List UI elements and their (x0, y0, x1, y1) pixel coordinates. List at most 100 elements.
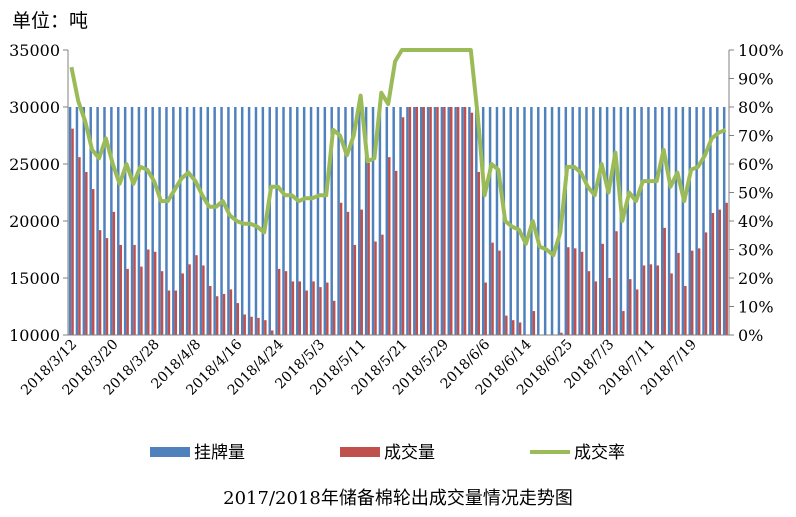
volume-bar (78, 157, 81, 335)
listing-bar (337, 107, 340, 335)
listing-bar (612, 107, 616, 335)
volume-bar (71, 128, 74, 335)
volume-bar (663, 227, 666, 335)
volume-bar (429, 107, 432, 335)
right-y-tick-label: 100% (738, 41, 784, 60)
listing-bar (103, 107, 106, 335)
volume-bar (153, 251, 157, 335)
listing-bar (578, 107, 581, 335)
listing-bar (296, 107, 299, 335)
listing-bar (654, 107, 657, 335)
listing-bar (275, 107, 278, 335)
volume-bar (470, 112, 474, 335)
listing-bar (426, 107, 430, 335)
volume-bar (339, 202, 343, 335)
volume-bar (174, 290, 178, 335)
volume-bar (622, 311, 625, 335)
listing-bar (523, 107, 526, 335)
volume-bar (119, 244, 122, 335)
listing-bar (378, 107, 382, 335)
volume-bar (718, 209, 722, 335)
volume-bar (160, 271, 164, 335)
volume-bar (133, 244, 136, 335)
right-y-tick-label: 30% (738, 241, 774, 260)
listing-bar (626, 107, 630, 335)
volume-bar (711, 213, 715, 335)
volume-bar (436, 107, 439, 335)
volume-bar (298, 281, 302, 335)
volume-bar (677, 252, 680, 335)
listing-bar (151, 107, 154, 335)
listing-bar (385, 107, 389, 335)
volume-bar (388, 157, 391, 335)
volume-bar (270, 330, 274, 335)
listing-bar (316, 107, 320, 335)
volume-bar (656, 265, 660, 335)
left-y-tick-label: 25000 (9, 155, 60, 174)
volume-bar (560, 332, 563, 335)
unit-label: 单位：吨 (12, 10, 89, 32)
volume-bar (670, 273, 673, 335)
volume-bar (642, 265, 646, 335)
listing-bar (406, 107, 409, 335)
volume-bar (202, 265, 205, 335)
listing-bar (89, 107, 92, 335)
right-y-tick-label: 40% (738, 212, 774, 231)
listing-bar (371, 107, 375, 335)
listing-bar (585, 107, 588, 335)
volume-bar (326, 282, 329, 335)
listing-bar (364, 107, 368, 335)
volume-bar (649, 264, 653, 335)
volume-bar (484, 282, 487, 335)
volume-bar (704, 232, 708, 335)
volume-bar (532, 311, 536, 335)
listing-bar (681, 107, 685, 335)
volume-bar (250, 316, 253, 335)
listing-bar (640, 107, 643, 335)
listing-bar (185, 107, 189, 335)
listing-bar (240, 107, 244, 335)
volume-bar (222, 293, 226, 335)
legend-listing-label: 挂牌量 (194, 443, 245, 463)
listing-bar (123, 107, 127, 335)
listing-bar (599, 107, 602, 335)
listing-bar (605, 107, 609, 335)
volume-bar (381, 234, 384, 335)
right-y-tick-label: 80% (738, 98, 774, 117)
volume-bar (518, 322, 522, 335)
volume-bar (319, 287, 322, 335)
volume-bar (422, 107, 425, 335)
listing-bar (695, 107, 698, 335)
left-y-tick-label: 20000 (9, 212, 60, 231)
listing-bar (137, 107, 141, 335)
volume-bar (85, 171, 88, 335)
volume-bar (181, 273, 184, 335)
legend-listing-swatch (150, 447, 190, 457)
listing-bar (461, 107, 464, 335)
volume-bar (629, 279, 632, 335)
volume-bar (284, 271, 288, 335)
listing-bar (667, 107, 671, 335)
listing-bar (254, 107, 258, 335)
volume-bar (505, 315, 508, 335)
listing-bar (358, 107, 361, 335)
listing-bar (419, 107, 423, 335)
listing-bar (468, 107, 471, 335)
volume-bar (374, 241, 377, 335)
volume-bar (498, 250, 501, 335)
volume-bar (608, 278, 611, 335)
listing-bar (144, 107, 148, 335)
left-y-tick-label: 15000 (9, 269, 60, 288)
volume-bar (346, 211, 350, 335)
listing-bar (158, 107, 161, 335)
listing-bar (592, 107, 595, 335)
listing-bar (117, 107, 120, 335)
volume-bar (580, 251, 584, 335)
volume-bar (243, 314, 246, 335)
volume-bar (573, 248, 577, 335)
listing-bar (247, 107, 251, 335)
volume-bar (305, 290, 308, 335)
volume-bar (360, 209, 363, 335)
listing-bar (330, 107, 333, 335)
right-y-tick-label: 50% (738, 184, 774, 203)
